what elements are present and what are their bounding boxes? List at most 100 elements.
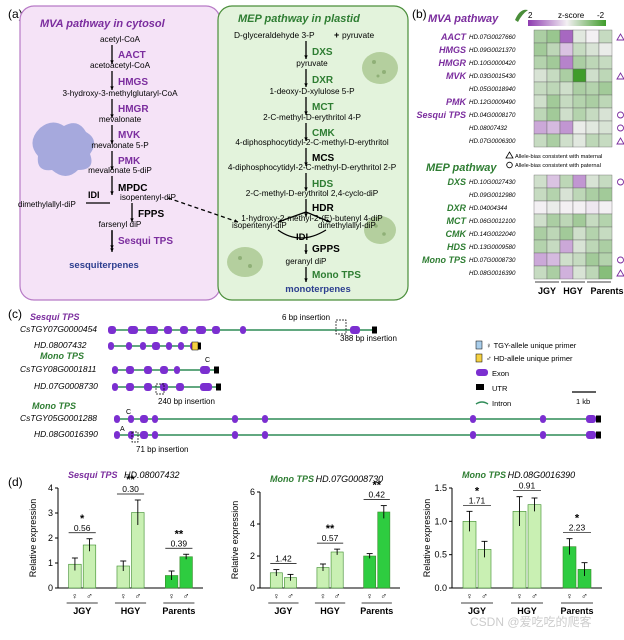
ratio-label: 0.56 <box>74 523 91 533</box>
heat-cell <box>572 133 587 148</box>
sex-label: ♀ <box>120 591 127 601</box>
gene-group-title: Mono TPS <box>40 351 84 361</box>
y-axis-label: Relative expression <box>28 499 38 578</box>
mep-box <box>217 5 409 301</box>
circle-mark <box>617 256 624 264</box>
significance-mark: ** <box>326 523 335 535</box>
circle-mark <box>617 124 624 132</box>
hd-primer-icon <box>191 341 199 351</box>
bar <box>82 544 97 589</box>
heat-cell <box>585 226 600 241</box>
insertion-box <box>155 383 165 395</box>
heat-cell <box>585 239 600 254</box>
y-tick-label: 0 <box>250 583 255 593</box>
legend-title: z-score <box>558 11 585 20</box>
circle-mark <box>617 111 624 119</box>
watermark: CSDN @爱吃吃的爬客 <box>470 614 592 629</box>
heat-cell <box>572 239 587 254</box>
heat-gene-label: PMK <box>446 97 468 107</box>
mep-metabolite: geranyl diP <box>286 257 328 266</box>
heat-cell <box>585 187 600 202</box>
mva-metabolite: mevalonate 5-P <box>91 141 149 150</box>
heat-cell <box>598 55 613 70</box>
significance-mark: ** <box>126 474 135 486</box>
sex-label: ♀ <box>72 591 79 601</box>
heat-cell <box>533 226 548 241</box>
mep-step-arrow <box>304 41 308 59</box>
y-tick-label: 0.0 <box>434 583 447 593</box>
gene-name: CsTGY07G0000454 <box>20 324 97 334</box>
bar <box>363 555 377 589</box>
mep-enzyme: HDR <box>312 203 334 214</box>
sex-label: ♂ <box>531 591 538 601</box>
gene-name: CsTGY05G0001288 <box>20 413 97 423</box>
mva-step-arrow <box>110 45 114 64</box>
heat-cell <box>572 200 587 215</box>
gene-structure <box>114 431 601 439</box>
heat-cell <box>546 133 561 148</box>
heat-gene-label: DXS <box>447 177 466 187</box>
heat-cell <box>533 187 548 202</box>
heat-cell <box>559 200 574 215</box>
heat-cell <box>533 42 548 57</box>
mva-metabolite: isopentenyl-diP <box>120 193 177 202</box>
intron-icon <box>475 401 489 405</box>
mva-enzyme: FPPS <box>138 209 164 220</box>
heat-cell <box>533 133 548 148</box>
mep-step-arrow <box>304 199 308 217</box>
sex-label: ♂ <box>287 591 294 601</box>
triangle-mark <box>616 33 624 41</box>
mep-final-arrow <box>304 267 308 282</box>
legend-tri: Allele-bias consistent with maternal <box>515 154 602 160</box>
heat-cell <box>585 252 600 267</box>
group-label: JGY <box>274 606 292 616</box>
heat-gene-label: HMGS <box>439 45 466 55</box>
chart-title-gene: Mono TPS <box>270 474 314 484</box>
mva-step-arrow <box>110 71 114 90</box>
group-label: Parents <box>162 606 195 616</box>
heat-gene-id: HD.10G0000420 <box>469 60 516 67</box>
insertion-label: 6 bp insertion <box>282 313 330 322</box>
gene-structure <box>114 415 601 423</box>
hd-primer-icon <box>475 353 483 363</box>
insertion-box <box>335 319 347 335</box>
sex-label: ♂ <box>334 591 341 601</box>
heat-gene-id: HD.08G0016390 <box>469 270 516 277</box>
triangle-mark <box>616 269 624 277</box>
mva-enzyme: HMGS <box>118 77 148 88</box>
heat-cell <box>546 94 561 109</box>
mep-enzyme: MCS <box>312 153 335 164</box>
heat-cell <box>598 107 613 122</box>
mva-step-arrow <box>110 125 114 144</box>
gene-name: HD.08G0016390 <box>34 429 98 439</box>
mep-ipp: isopentenyl-diP <box>232 221 287 230</box>
chart-title-id: HD.08G0016390 <box>508 470 576 480</box>
panel-d-label: (d) <box>8 475 23 489</box>
mva-enzyme: MVK <box>118 130 141 141</box>
heat-cell <box>559 265 574 280</box>
chart-title-id: HD.08007432 <box>124 470 180 480</box>
mva-metabolite: mevalonate 5-diP <box>88 166 152 175</box>
mep-enzyme: MCT <box>312 102 334 113</box>
heat-cell <box>546 213 561 228</box>
significance-mark: * <box>575 513 580 525</box>
gene-group-title: Sesqui TPS <box>30 312 80 322</box>
mva-step-arrow <box>110 151 114 170</box>
chart-title-id: HD.07G0008730 <box>316 474 384 484</box>
bar <box>377 511 391 589</box>
heat-cell <box>572 55 587 70</box>
heat-cell <box>559 94 574 109</box>
heat-gene-id: HD.14G0022040 <box>469 231 516 238</box>
mep-heat-title: MEP pathway <box>426 162 497 174</box>
heat-cell <box>598 265 613 280</box>
mva-metabolite: farsenyl diP <box>99 220 142 229</box>
heat-cell <box>572 252 587 267</box>
heat-gene-label: Sesqui TPS <box>416 110 466 120</box>
heat-gene-id: HD.07G0006300 <box>469 138 516 145</box>
mva-flow: acetyl-CoA acetoacetyl-CoA 3-hydroxy-3-met… <box>18 35 239 271</box>
tgy-primer-icon <box>475 340 483 350</box>
sex-label: ♀ <box>366 591 373 601</box>
heat-cell <box>572 174 587 189</box>
mva-enzyme: PMK <box>118 156 141 167</box>
mep-split-arrow-right <box>305 211 331 223</box>
